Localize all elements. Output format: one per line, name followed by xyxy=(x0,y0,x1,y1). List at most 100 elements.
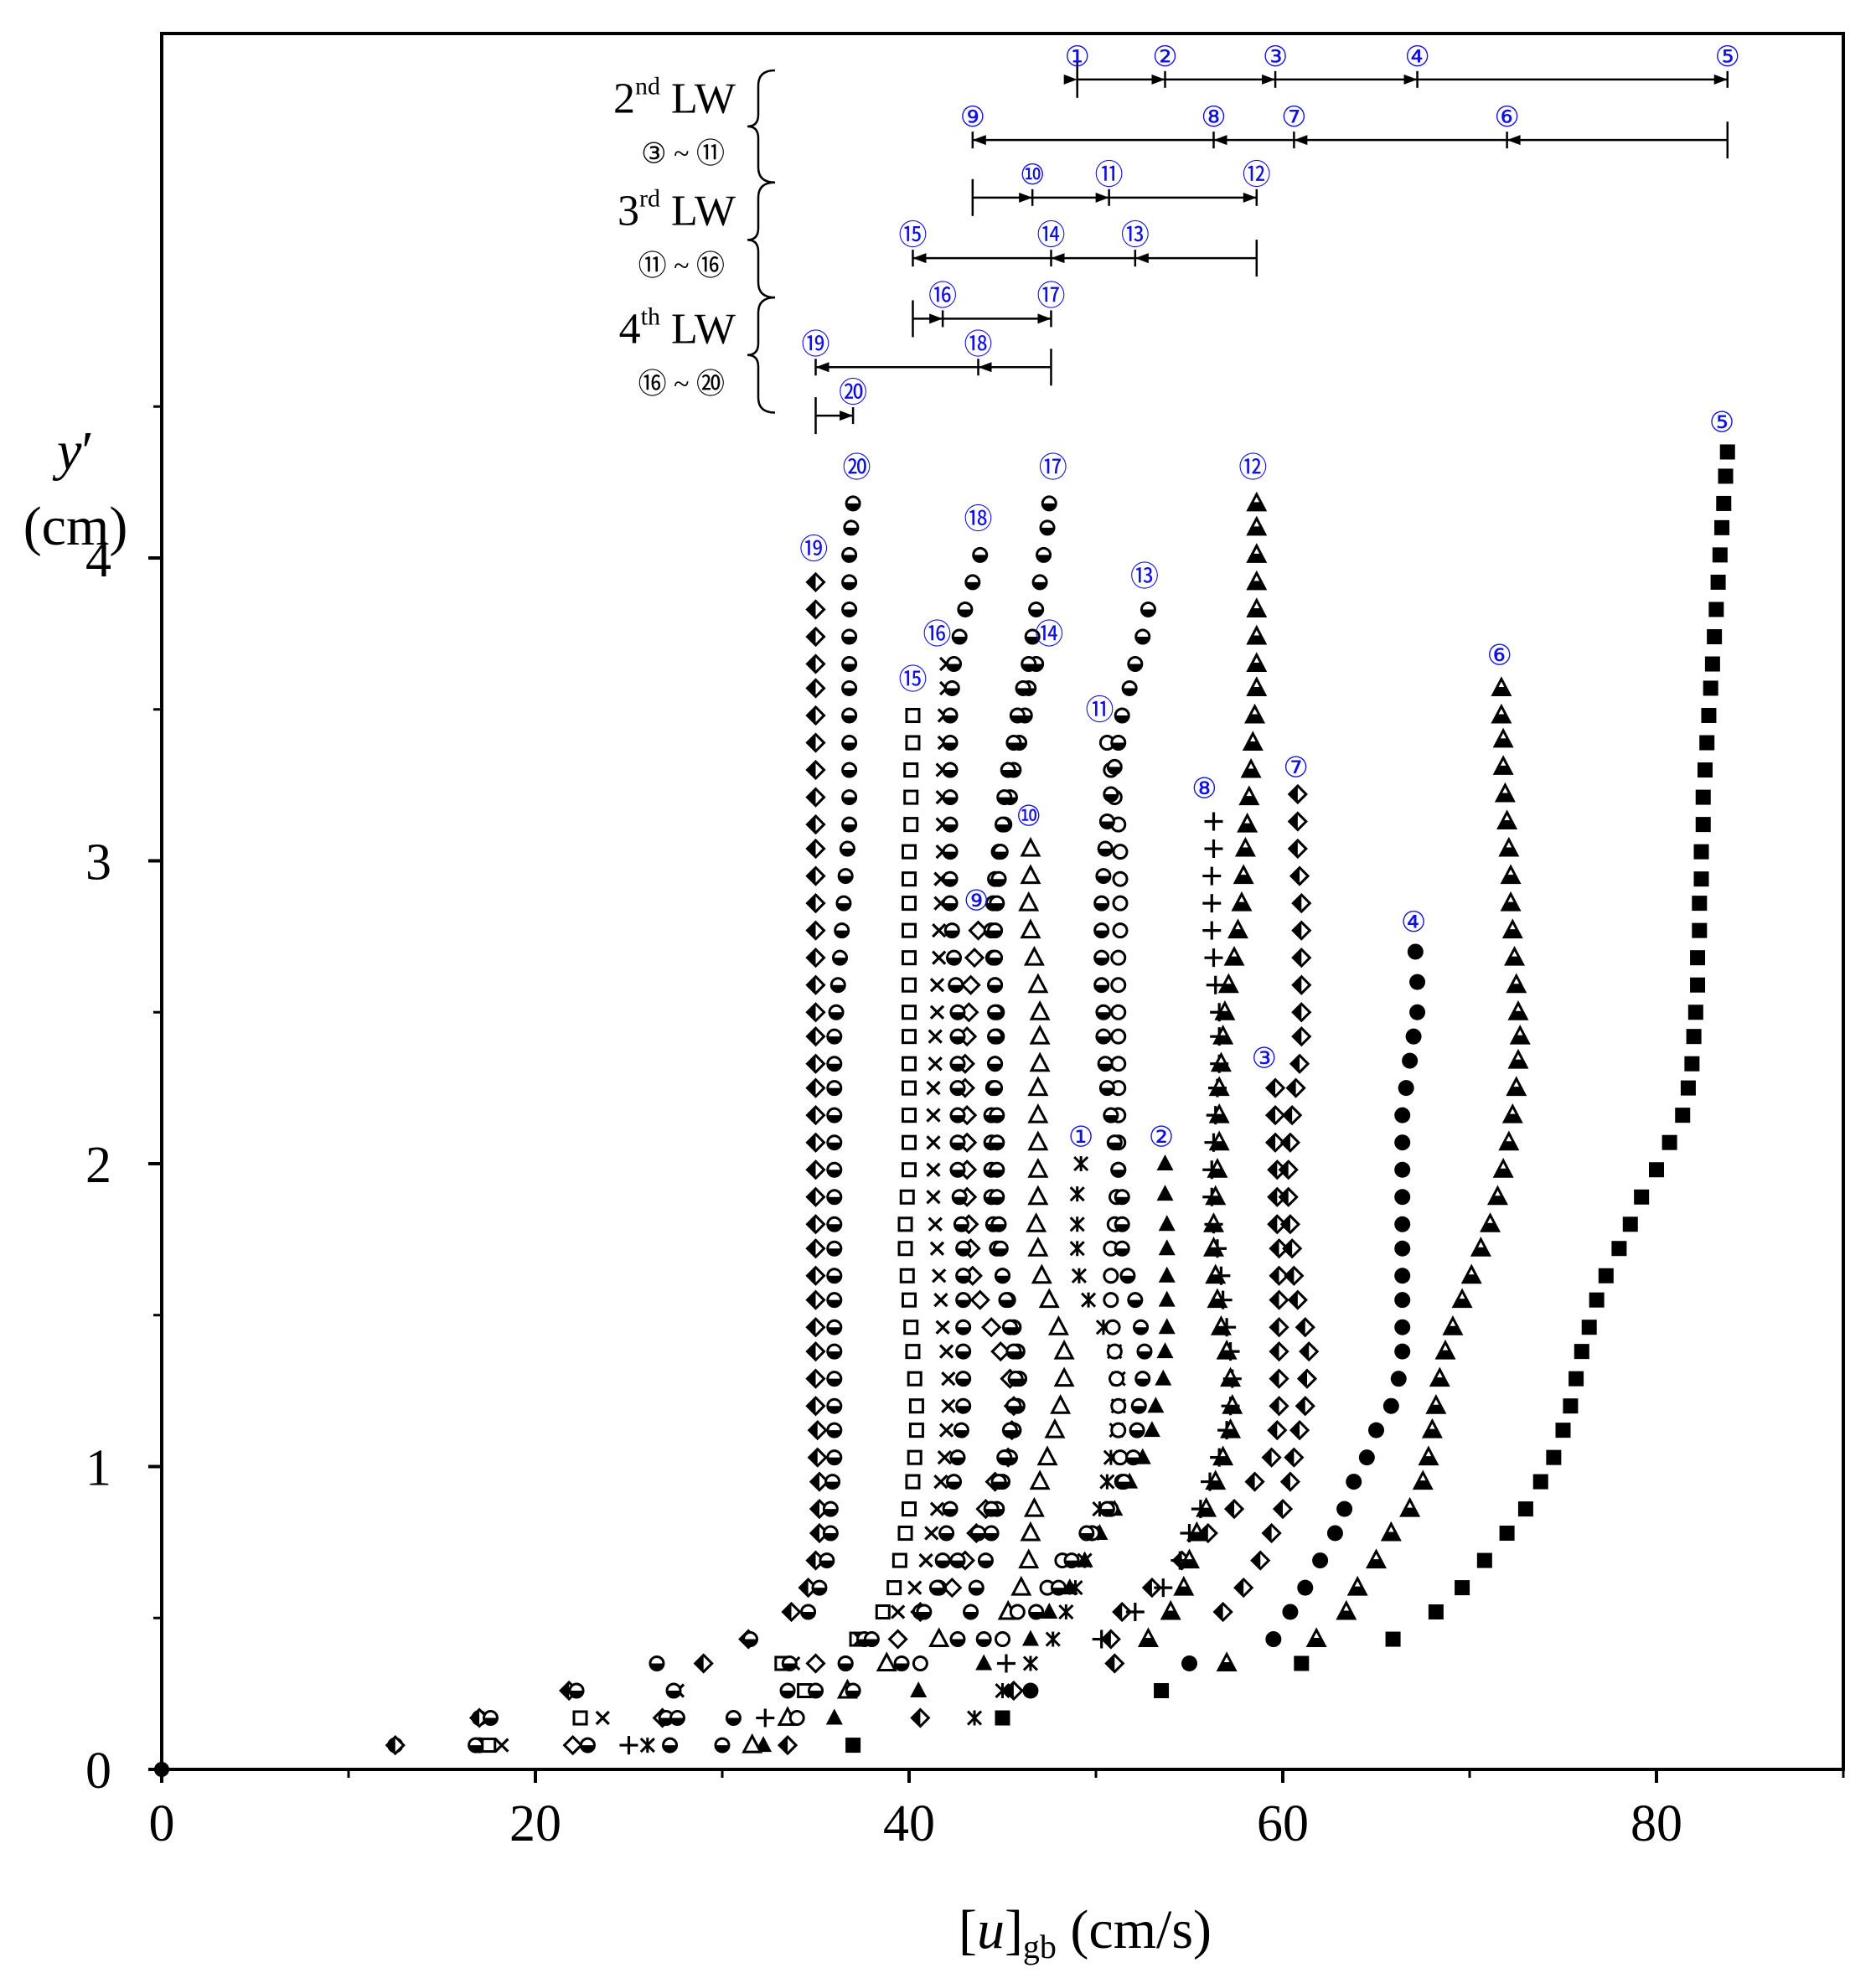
arrow-head xyxy=(972,135,986,146)
series-label-text: ⑬ xyxy=(1130,561,1159,593)
series-label-text: ⑥ xyxy=(1486,641,1512,672)
data-point xyxy=(887,1629,908,1650)
data-point xyxy=(928,1579,945,1596)
data-point xyxy=(995,1682,1010,1699)
data-point xyxy=(777,1734,798,1756)
arrow-point-label: ⑲ xyxy=(802,328,830,360)
data-point xyxy=(1480,1212,1501,1232)
data-point xyxy=(805,892,826,914)
series-label: ⑮ xyxy=(898,664,927,696)
data-point xyxy=(1287,811,1308,832)
data-point xyxy=(809,1471,830,1492)
data-point xyxy=(1269,1317,1289,1338)
data-point xyxy=(1492,755,1514,775)
data-point xyxy=(1231,891,1253,912)
data-point xyxy=(665,1682,682,1699)
data-point xyxy=(1109,1371,1125,1387)
data-point xyxy=(903,817,919,833)
data-point xyxy=(1110,1397,1127,1414)
data-point xyxy=(1714,519,1730,535)
data-point xyxy=(987,922,1004,939)
data-point xyxy=(805,787,826,808)
data-point xyxy=(957,601,974,617)
data-point xyxy=(1390,1371,1407,1387)
arrow-row-3: ⑩ ⑪ ⑫ xyxy=(971,159,1271,216)
data-point xyxy=(1394,1189,1411,1206)
data-point xyxy=(1366,1548,1387,1569)
data-point xyxy=(1269,1368,1289,1389)
data-point xyxy=(989,1134,1005,1151)
data-point xyxy=(955,1240,972,1257)
series-label-text: ⑭ xyxy=(1035,618,1063,650)
series-label: ⑱ xyxy=(964,504,993,535)
data-point xyxy=(1073,1155,1089,1172)
data-point xyxy=(929,1241,945,1256)
series-label-text: ⑮ xyxy=(898,664,927,696)
data-point xyxy=(1402,1052,1419,1069)
data-point xyxy=(805,1186,826,1207)
data-point xyxy=(928,1056,943,1072)
series-label-text: ③ xyxy=(1263,42,1288,73)
data-point xyxy=(942,844,959,860)
data-point xyxy=(1291,1002,1312,1023)
data-point xyxy=(1261,1522,1282,1544)
series-label-text: ⑱ xyxy=(964,504,993,535)
data-point xyxy=(1203,1236,1224,1257)
data-point xyxy=(1205,1263,1227,1284)
data-point xyxy=(929,1005,945,1020)
data-point xyxy=(808,1682,824,1699)
arrow-head xyxy=(1019,192,1033,203)
data-point xyxy=(1071,1268,1087,1283)
data-point xyxy=(1050,1579,1067,1596)
data-point xyxy=(1214,1000,1236,1020)
data-point xyxy=(1156,1342,1174,1359)
data-point xyxy=(1455,1580,1470,1596)
data-point xyxy=(385,1734,406,1756)
data-point xyxy=(1127,656,1144,673)
data-point xyxy=(1028,1604,1045,1620)
data-point xyxy=(989,1189,1005,1206)
data-point xyxy=(805,1160,826,1180)
data-point xyxy=(1282,1105,1303,1126)
series-label: ⑰ xyxy=(1039,452,1067,484)
data-point xyxy=(902,1134,917,1150)
data-point xyxy=(1003,1680,1025,1702)
data-point xyxy=(826,1292,843,1309)
data-point xyxy=(805,1396,826,1417)
series-label: ⑲ xyxy=(799,534,828,566)
data-point xyxy=(942,1577,963,1599)
data-point xyxy=(1121,679,1138,696)
series-label-text: ⑩ xyxy=(1020,160,1045,191)
data-point xyxy=(1690,977,1706,993)
data-point xyxy=(1021,1630,1039,1646)
series-7 xyxy=(1212,783,1320,1623)
data-point xyxy=(1532,1474,1548,1490)
arrow-head xyxy=(1051,253,1065,264)
data-point xyxy=(1154,1683,1170,1699)
series-6 xyxy=(1216,676,1531,1671)
data-point xyxy=(949,1004,966,1020)
data-point xyxy=(1093,977,1110,994)
data-point xyxy=(725,1710,742,1727)
data-point xyxy=(1291,1026,1312,1047)
data-point xyxy=(1305,1627,1327,1648)
data-point xyxy=(972,546,989,563)
data-point xyxy=(1598,1268,1614,1283)
data-point xyxy=(992,844,1009,860)
data-point xyxy=(902,950,917,966)
data-point xyxy=(811,1579,828,1596)
data-point xyxy=(1287,838,1308,860)
data-point xyxy=(1272,1498,1294,1520)
data-point xyxy=(845,1738,861,1753)
data-point xyxy=(955,1319,972,1335)
arrow-point-label: ⑨ xyxy=(960,102,985,133)
arrow-point-label: ⑳ xyxy=(839,377,867,409)
series-label-text: ⑧ xyxy=(1191,774,1217,805)
data-point xyxy=(805,1238,826,1259)
data-point xyxy=(1053,1339,1075,1360)
y-tick-label: 2 xyxy=(85,1137,111,1194)
data-point xyxy=(1611,1241,1627,1257)
arrow-point-label: ⑧ xyxy=(1201,102,1226,133)
data-point xyxy=(1222,1393,1243,1414)
data-point xyxy=(1103,1268,1119,1284)
